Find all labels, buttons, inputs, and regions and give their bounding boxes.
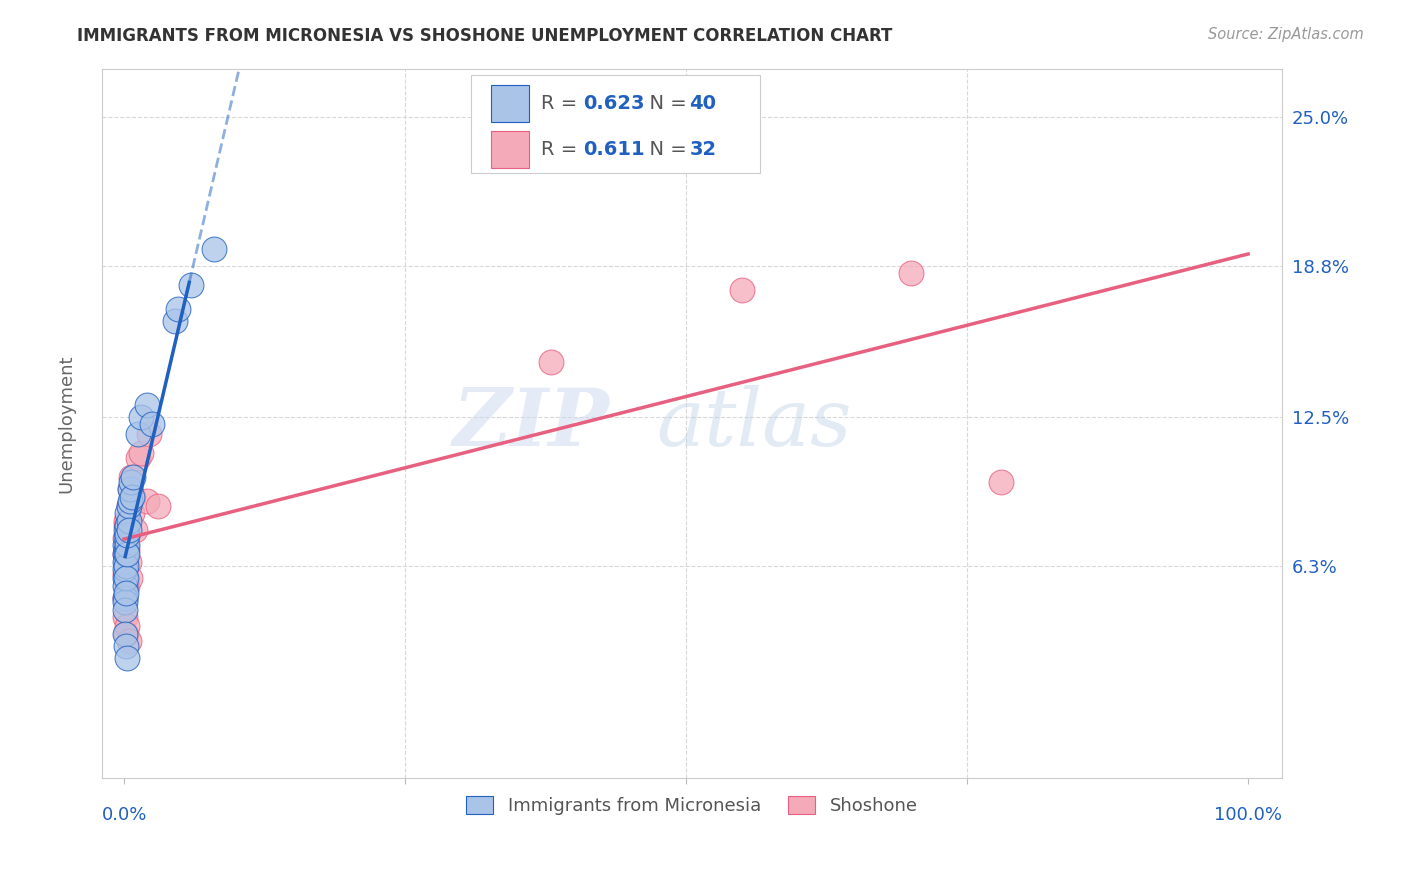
Point: [115, 586, 138, 600]
Point: [117, 528, 139, 542]
Point: [129, 410, 152, 425]
Point: [117, 538, 139, 552]
Point: [180, 277, 202, 292]
Point: [114, 591, 136, 605]
Point: [146, 500, 169, 514]
Point: [990, 475, 1012, 490]
Point: [202, 242, 225, 256]
Point: [117, 523, 139, 537]
Point: [115, 559, 138, 574]
Point: [127, 427, 149, 442]
Text: ZIP: ZIP: [453, 384, 609, 462]
Point: [117, 507, 139, 521]
Point: [117, 500, 139, 514]
Point: [114, 571, 136, 585]
Point: [115, 531, 138, 545]
Point: [115, 514, 138, 528]
Point: [115, 555, 138, 569]
Point: [115, 547, 138, 561]
Text: 0.611: 0.611: [583, 140, 645, 159]
FancyBboxPatch shape: [471, 75, 761, 173]
Point: [135, 398, 157, 412]
Point: [115, 538, 138, 552]
Point: [115, 571, 138, 585]
Point: [129, 446, 152, 460]
Text: Source: ZipAtlas.com: Source: ZipAtlas.com: [1208, 27, 1364, 42]
Point: [122, 470, 145, 484]
Point: [114, 626, 136, 640]
Point: [114, 566, 136, 581]
Point: [117, 619, 139, 633]
Point: [114, 538, 136, 552]
Point: [118, 483, 141, 497]
Point: [127, 451, 149, 466]
Point: [138, 427, 160, 442]
Point: [135, 494, 157, 508]
Point: [117, 542, 139, 557]
Point: [118, 494, 141, 508]
Point: [540, 355, 562, 369]
Point: [117, 579, 139, 593]
Point: [114, 579, 136, 593]
Point: [120, 470, 142, 484]
Text: R =: R =: [541, 95, 583, 113]
Point: [117, 634, 139, 648]
Point: [121, 507, 143, 521]
Legend: Immigrants from Micronesia, Shoshone: Immigrants from Micronesia, Shoshone: [458, 789, 925, 822]
Point: [117, 500, 139, 514]
Point: [117, 523, 139, 537]
Point: [124, 523, 146, 537]
Point: [117, 555, 139, 569]
Point: [115, 639, 138, 653]
Point: [114, 531, 136, 545]
FancyBboxPatch shape: [491, 131, 529, 168]
Point: [163, 314, 186, 328]
Point: [117, 547, 139, 561]
Y-axis label: Unemployment: Unemployment: [58, 354, 75, 492]
Text: 40: 40: [689, 95, 716, 113]
Point: [122, 490, 145, 504]
Point: [114, 562, 136, 576]
Point: [120, 475, 142, 490]
Point: [114, 602, 136, 616]
Text: N =: N =: [637, 140, 693, 159]
Point: [117, 650, 139, 665]
Point: [115, 518, 138, 533]
Point: [731, 283, 754, 297]
Point: [114, 595, 136, 609]
Point: [900, 266, 922, 280]
Point: [115, 542, 138, 557]
Text: 100.0%: 100.0%: [1213, 806, 1282, 824]
Text: N =: N =: [637, 95, 693, 113]
Point: [117, 518, 139, 533]
Text: 0.0%: 0.0%: [101, 806, 148, 824]
Point: [115, 523, 138, 537]
Text: atlas: atlas: [657, 384, 852, 462]
Text: 32: 32: [689, 140, 717, 159]
Point: [114, 610, 136, 624]
FancyBboxPatch shape: [491, 86, 529, 122]
Point: [114, 591, 136, 605]
Point: [117, 514, 139, 528]
Point: [118, 571, 141, 585]
Point: [118, 483, 141, 497]
Point: [121, 490, 143, 504]
Point: [115, 626, 138, 640]
Text: R =: R =: [541, 140, 583, 159]
Text: IMMIGRANTS FROM MICRONESIA VS SHOSHONE UNEMPLOYMENT CORRELATION CHART: IMMIGRANTS FROM MICRONESIA VS SHOSHONE U…: [77, 27, 893, 45]
Point: [114, 547, 136, 561]
Point: [114, 555, 136, 569]
Point: [114, 547, 136, 561]
Text: 0.623: 0.623: [583, 95, 644, 113]
Point: [167, 301, 190, 316]
Point: [141, 417, 163, 432]
